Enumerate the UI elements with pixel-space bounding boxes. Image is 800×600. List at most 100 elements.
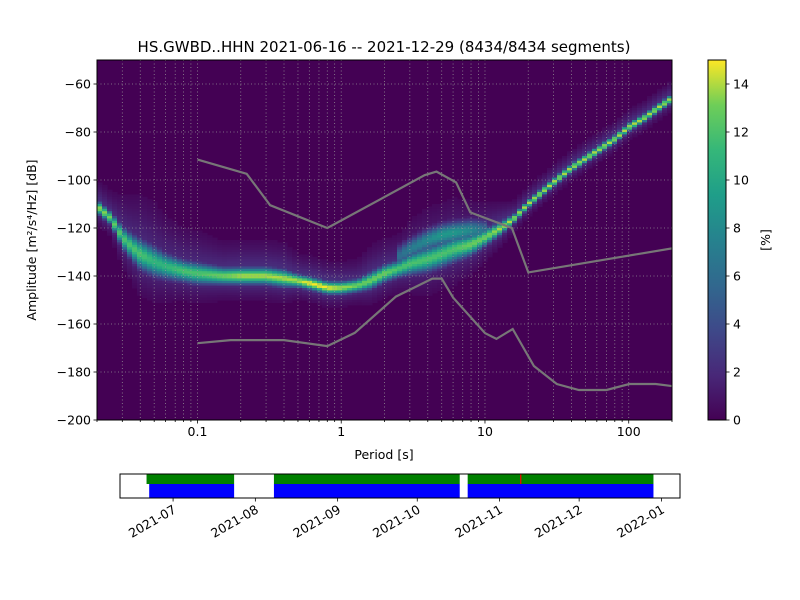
heatmap-cell	[417, 256, 423, 260]
heatmap-cell	[512, 208, 518, 212]
heatmap-cell	[417, 213, 423, 217]
heatmap-cell	[237, 240, 243, 243]
heatmap-cell	[397, 273, 403, 277]
heatmap-cell	[427, 244, 433, 248]
heatmap-cell	[487, 244, 493, 248]
heatmap-cell	[117, 247, 123, 251]
heatmap-cell	[182, 232, 188, 236]
heatmap-cell	[392, 290, 398, 294]
heatmap-cell	[437, 230, 443, 234]
heatmap-cell	[127, 261, 133, 265]
heatmap-cell	[362, 264, 368, 267]
heatmap-cell	[187, 237, 193, 241]
heatmap-cell	[547, 182, 553, 186]
heatmap-cell	[437, 225, 443, 229]
heatmap-cell	[107, 223, 113, 227]
heatmap-cell	[447, 249, 453, 253]
heatmap-cell	[302, 292, 308, 296]
heatmap-cell	[217, 259, 223, 263]
heatmap-cell	[162, 264, 168, 267]
heatmap-cell	[462, 264, 468, 267]
heatmap-cell	[167, 254, 173, 258]
heatmap-cell	[547, 196, 553, 200]
heatmap-cell	[502, 240, 508, 243]
heatmap-cell	[437, 278, 443, 282]
heatmap-cell	[317, 283, 323, 287]
heatmap-cell	[192, 247, 198, 251]
heatmap-cell	[587, 151, 593, 155]
heatmap-cell	[307, 266, 313, 270]
heatmap-cell	[247, 292, 253, 296]
heatmap-cell	[187, 259, 193, 263]
heatmap-cell	[432, 244, 438, 248]
heatmap-cell	[167, 249, 173, 253]
heatmap-cell	[222, 259, 228, 263]
heatmap-cell	[492, 216, 498, 219]
heatmap-cell	[392, 247, 398, 251]
heatmap-cell	[257, 252, 263, 255]
heatmap-cell	[452, 213, 458, 217]
heatmap-cell	[262, 280, 268, 284]
heatmap-cell	[422, 240, 428, 243]
heatmap-cell	[187, 292, 193, 296]
heatmap-cell	[437, 268, 443, 272]
heatmap-cell	[217, 297, 223, 301]
heatmap-cell	[292, 264, 298, 267]
heatmap-cell	[272, 292, 278, 296]
heatmap-cell	[137, 290, 143, 294]
heatmap-cell	[222, 264, 228, 267]
heatmap-cell	[282, 264, 288, 267]
heatmap-cell	[147, 201, 153, 205]
heatmap-cell	[252, 266, 258, 270]
heatmap-cell	[447, 232, 453, 236]
heatmap-cell	[342, 273, 348, 277]
heatmap-cell	[127, 244, 133, 248]
heatmap-cell	[207, 261, 213, 265]
heatmap-cell	[437, 261, 443, 265]
heatmap-cell	[157, 261, 163, 265]
heatmap-cell	[177, 235, 183, 239]
heatmap-cell	[417, 237, 423, 241]
heatmap-cell	[507, 211, 513, 215]
heatmap-cell	[122, 230, 128, 234]
heatmap-cell	[132, 232, 138, 236]
heatmap-cell	[252, 292, 258, 296]
heatmap-cell	[417, 264, 423, 267]
heatmap-cell	[442, 206, 448, 210]
heatmap-cell	[472, 206, 478, 210]
timeline-processed-segment	[146, 474, 235, 484]
heatmap-cell	[122, 206, 128, 210]
heatmap-cell	[177, 261, 183, 265]
heatmap-cell	[457, 211, 463, 215]
heatmap-cell	[157, 211, 163, 215]
heatmap-cell	[162, 216, 168, 219]
heatmap-cell	[217, 273, 223, 277]
heatmap-cell	[367, 247, 373, 251]
heatmap-cell	[252, 295, 258, 299]
heatmap-cell	[112, 232, 118, 236]
heatmap-cell	[417, 235, 423, 239]
heatmap-cell	[667, 100, 672, 104]
heatmap-cell	[107, 213, 113, 217]
heatmap-cell	[452, 223, 458, 227]
heatmap-cell	[122, 211, 128, 215]
heatmap-cell	[582, 168, 588, 171]
heatmap-cell	[657, 93, 663, 97]
heatmap-cell	[127, 268, 133, 272]
heatmap-cell	[147, 199, 153, 203]
heatmap-cell	[152, 206, 158, 210]
heatmap-cell	[152, 216, 158, 219]
heatmap-cell	[197, 283, 203, 287]
heatmap-cell	[97, 204, 103, 207]
heatmap-cell	[447, 204, 453, 207]
heatmap-cell	[437, 259, 443, 263]
heatmap-cell	[412, 252, 418, 255]
heatmap-cell	[467, 268, 473, 272]
heatmap-cell	[167, 232, 173, 236]
heatmap-cell	[182, 228, 188, 231]
heatmap-cell	[342, 288, 348, 291]
x-axis-label: Period [s]	[354, 447, 413, 462]
heatmap-cell	[547, 184, 553, 188]
heatmap-cell	[377, 256, 383, 260]
heatmap-cell	[427, 276, 433, 279]
